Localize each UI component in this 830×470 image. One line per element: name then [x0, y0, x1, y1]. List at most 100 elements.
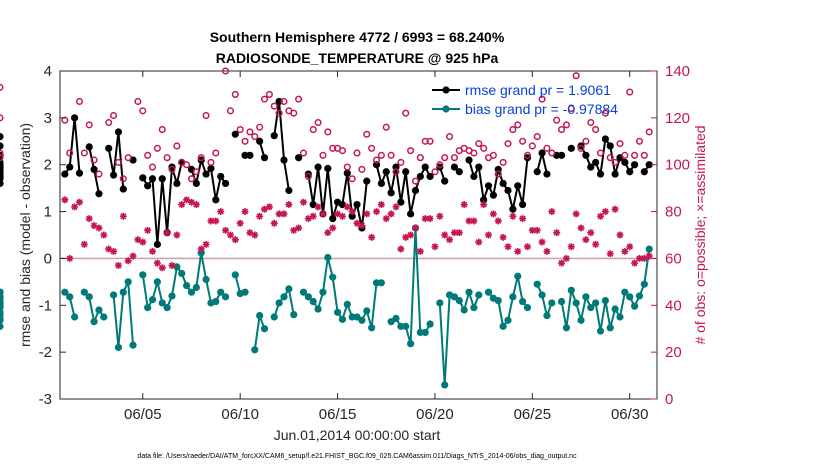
- possible-point: [295, 95, 303, 103]
- bias-point: [475, 291, 483, 299]
- possible-point: [183, 161, 191, 169]
- assimilated-point: [421, 215, 429, 223]
- possible-point: [645, 128, 653, 136]
- possible-point: [626, 88, 634, 96]
- assimilated-point: [197, 245, 205, 253]
- assimilated-point: [275, 210, 283, 218]
- assimilated-point: [236, 219, 244, 227]
- assimilated-point: [470, 217, 478, 225]
- rmse-point: [231, 130, 239, 138]
- possible-point: [95, 170, 103, 178]
- assimilated-point: [280, 210, 288, 218]
- assimilated-point: [538, 238, 546, 246]
- assimilated-point: [475, 238, 483, 246]
- possible-point: [124, 154, 132, 162]
- rmse-point: [173, 179, 181, 188]
- rmse-point: [85, 143, 93, 151]
- rmse-point: [246, 151, 254, 159]
- assimilated-point: [222, 226, 230, 234]
- assimilated-point: [348, 208, 356, 216]
- rmse-point: [465, 156, 473, 164]
- possible-point: [338, 147, 346, 155]
- y2-tick-label: 60: [665, 250, 682, 267]
- assimilated-point: [553, 229, 561, 237]
- assimilated-point: [119, 212, 127, 220]
- rmse-point: [280, 156, 288, 164]
- assimilated-point: [499, 233, 507, 241]
- bias-line: [536, 283, 553, 317]
- bias-point: [587, 304, 595, 312]
- assimilated-point: [270, 219, 278, 227]
- possible-point: [158, 126, 166, 134]
- possible-point: [509, 126, 517, 134]
- assimilated-point: [85, 215, 93, 223]
- assimilated-point: [528, 226, 536, 234]
- bias-point: [499, 322, 507, 330]
- rmse-point: [75, 169, 84, 177]
- possible-point: [163, 154, 171, 162]
- bias-point: [514, 272, 522, 280]
- bias-point: [421, 328, 429, 337]
- assimilated-point: [163, 229, 171, 237]
- bias-point: [183, 282, 191, 290]
- possible-point: [353, 149, 361, 157]
- bias-point: [631, 302, 639, 310]
- assimilated-point: [543, 247, 551, 255]
- assimilated-point: [241, 208, 249, 216]
- possible-point: [450, 154, 458, 162]
- assimilated-point: [460, 201, 468, 209]
- assimilated-point: [217, 208, 225, 216]
- bias-point: [95, 306, 103, 314]
- assimilated-point: [640, 254, 648, 262]
- bias-point: [368, 324, 376, 332]
- bias-point: [562, 324, 571, 332]
- assimilated-point: [631, 259, 639, 267]
- assimilated-point: [533, 226, 541, 234]
- rmse-point: [61, 170, 69, 178]
- bias-point: [119, 288, 127, 296]
- assimilated-point: [90, 222, 98, 230]
- rmse-point: [416, 172, 424, 181]
- assimilated-point: [441, 231, 449, 239]
- assimilated-point: [436, 212, 444, 220]
- bias-point: [567, 286, 575, 294]
- rmse-point: [314, 163, 322, 171]
- bias-point: [548, 299, 556, 307]
- assimilated-point: [212, 217, 220, 225]
- possible-point: [319, 151, 327, 159]
- rmse-point: [353, 200, 361, 209]
- bias-point: [158, 299, 166, 307]
- assimilated-point: [183, 196, 191, 204]
- bias-point: [319, 288, 327, 296]
- bias-point: [260, 325, 269, 333]
- possible-point: [202, 111, 210, 120]
- assimilated-point: [519, 215, 527, 223]
- bias-point: [640, 280, 648, 288]
- rmse-point: [402, 168, 410, 176]
- rmse-point: [397, 198, 405, 206]
- assimilated-point: [514, 247, 522, 255]
- possible-point: [153, 144, 161, 152]
- assimilated-point: [611, 205, 619, 213]
- y2-axis-label: # of obs: o=possible; ×=assimilated: [692, 125, 708, 344]
- assimilated-point: [290, 226, 298, 234]
- possible-point: [567, 104, 575, 113]
- possible-point: [168, 165, 176, 173]
- possible-point: [314, 118, 322, 127]
- assimilated-point: [71, 203, 79, 211]
- possible-point: [275, 109, 283, 117]
- assimilated-point: [95, 224, 103, 232]
- assimilated-point: [187, 198, 195, 206]
- x-tick-label: 06/15: [319, 406, 357, 423]
- bias-point: [212, 297, 220, 306]
- assimilated-point: [616, 231, 624, 239]
- assimilated-point: [558, 259, 566, 267]
- possible-point: [222, 67, 230, 75]
- possible-point: [411, 177, 420, 185]
- assimilated-point: [373, 208, 381, 216]
- possible-point: [596, 149, 605, 157]
- assimilated-point: [173, 231, 181, 239]
- rmse-point: [557, 151, 566, 159]
- bias-point: [309, 297, 317, 306]
- y-tick-label: 1: [44, 204, 52, 221]
